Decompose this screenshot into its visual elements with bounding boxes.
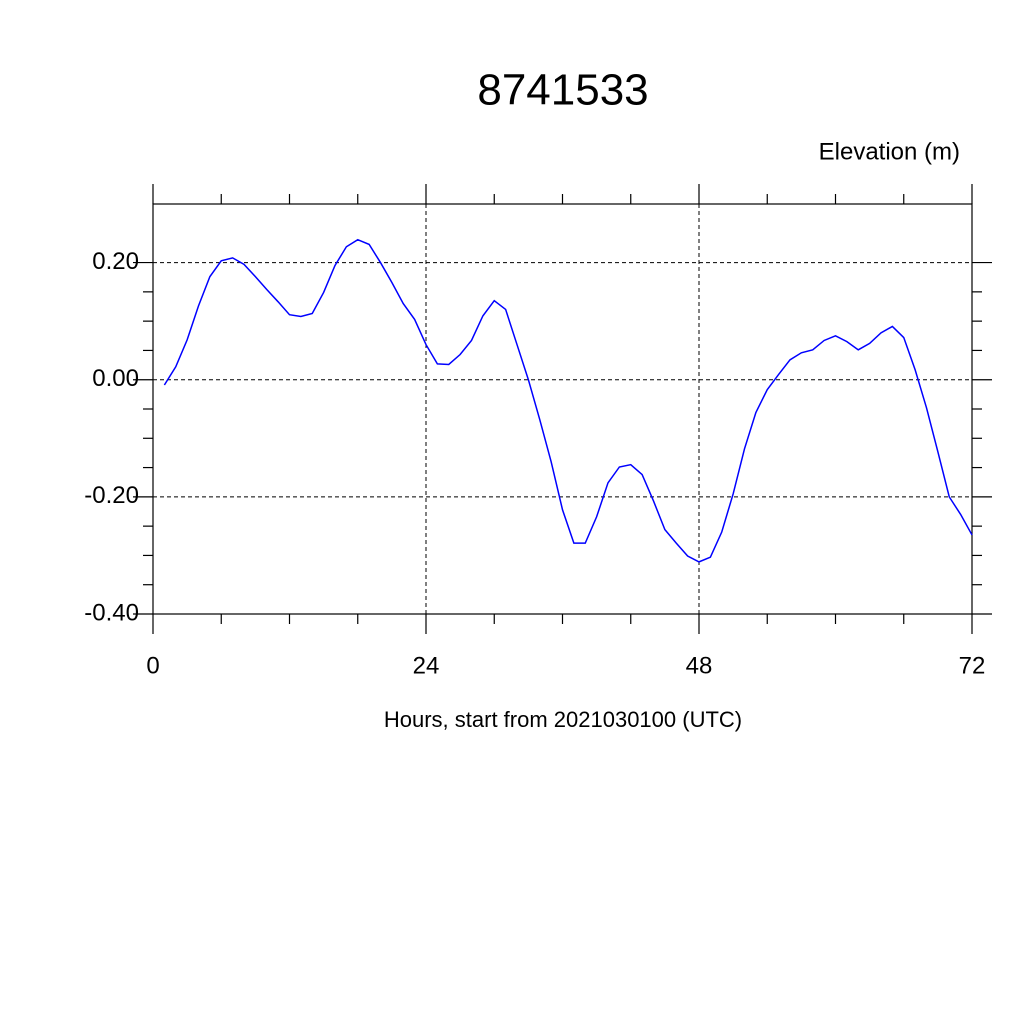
x-tick-label: 24 <box>413 652 440 679</box>
data-line <box>163 238 973 563</box>
x-tick-label: 0 <box>146 652 159 679</box>
plot-frame <box>152 203 973 615</box>
y-tick-label: 0.00 <box>92 365 139 392</box>
y-axis-label: Elevation (m) <box>819 138 960 165</box>
x-axis-label: Hours, start from 2021030100 (UTC) <box>384 707 742 732</box>
y-tick-label: 0.20 <box>92 248 139 275</box>
y-tick-label: -0.20 <box>84 482 139 509</box>
chart-title: 8741533 <box>477 66 648 115</box>
y-tick-label: -0.40 <box>84 599 139 626</box>
x-tick-label: 48 <box>686 652 713 679</box>
x-tick-label: 72 <box>959 652 986 679</box>
